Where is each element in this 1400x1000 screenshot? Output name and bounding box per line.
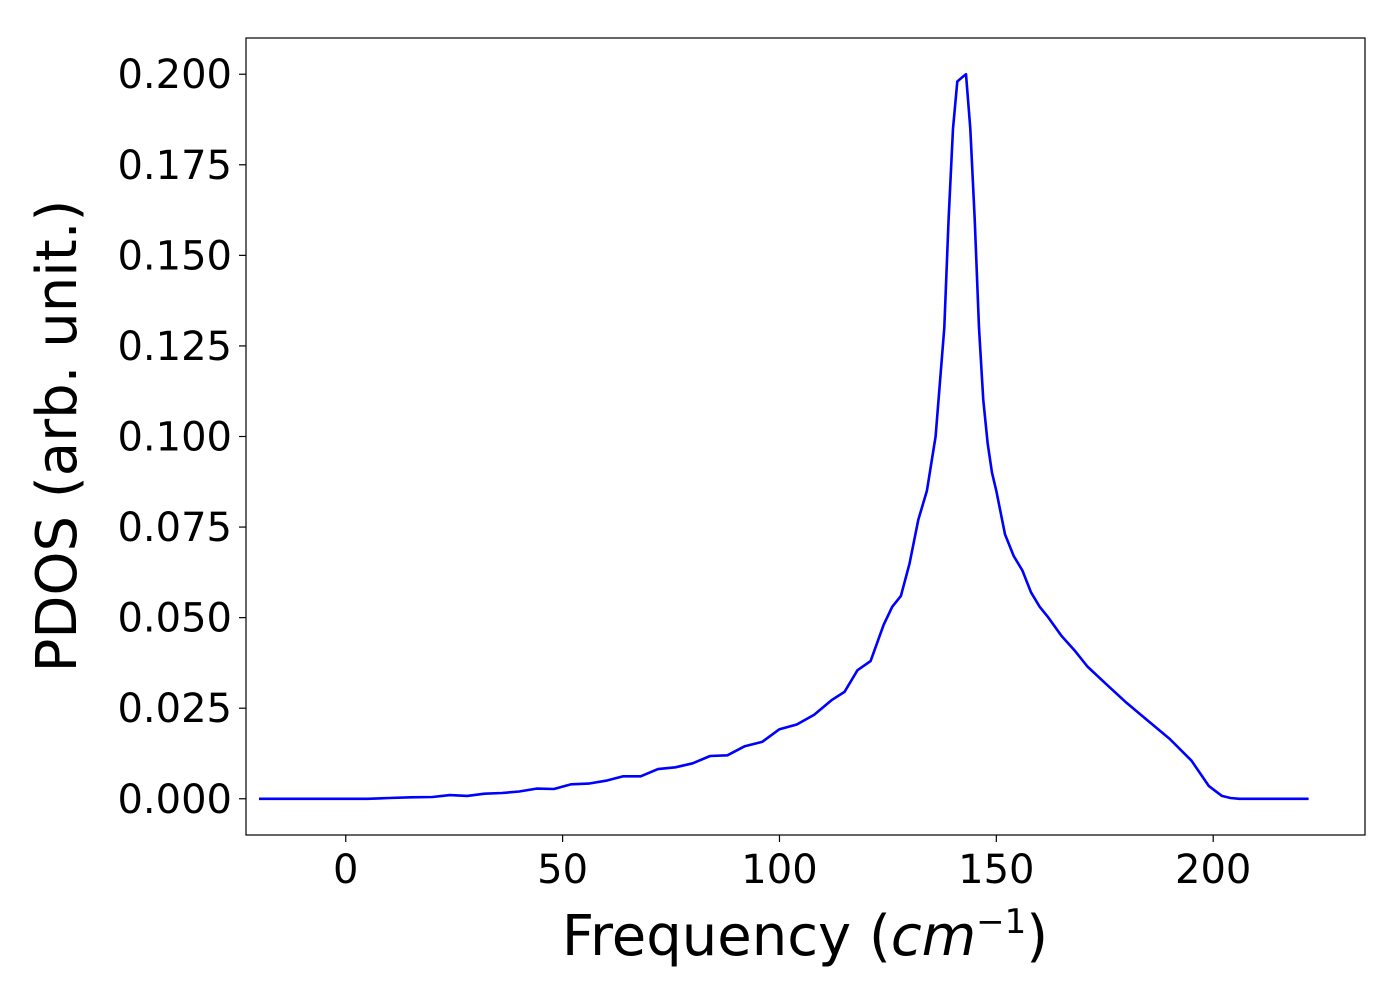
- x-axis-label: Frequency (cm−1): [562, 902, 1048, 969]
- y-tick-label: 0.075: [117, 505, 232, 551]
- x-tick-label: 50: [537, 847, 588, 893]
- x-tick-label: 100: [741, 847, 817, 893]
- y-tick-label: 0.150: [117, 233, 232, 279]
- y-axis-label: PDOS (arb. unit.): [25, 200, 90, 673]
- x-axis-ticks: 0 50 100 150 200: [333, 835, 1251, 893]
- y-tick-label: 0.050: [117, 596, 232, 642]
- x-tick-label: 0: [333, 847, 358, 893]
- x-tick-label: 150: [958, 847, 1034, 893]
- y-tick-label: 0.025: [117, 686, 232, 732]
- x-axis-label-unit: cm: [891, 904, 976, 969]
- y-tick-label: 0.125: [117, 324, 232, 370]
- y-axis-ticks: 0.000 0.025 0.050 0.075 0.100 0.125 0.150 0.175…: [117, 52, 246, 823]
- y-tick-label: 0.175: [117, 143, 232, 189]
- plot-area-frame: [245, 37, 1366, 836]
- y-tick-label: 0.000: [117, 777, 232, 823]
- x-tick-label: 200: [1175, 847, 1251, 893]
- x-axis-label-exponent: −1: [976, 902, 1026, 942]
- x-axis-label-text: Frequency: [562, 904, 851, 969]
- y-tick-label: 0.200: [117, 52, 232, 98]
- y-tick-label: 0.100: [117, 415, 232, 461]
- series-layer: [259, 72, 1309, 801]
- pdos-series-line: [259, 72, 1309, 801]
